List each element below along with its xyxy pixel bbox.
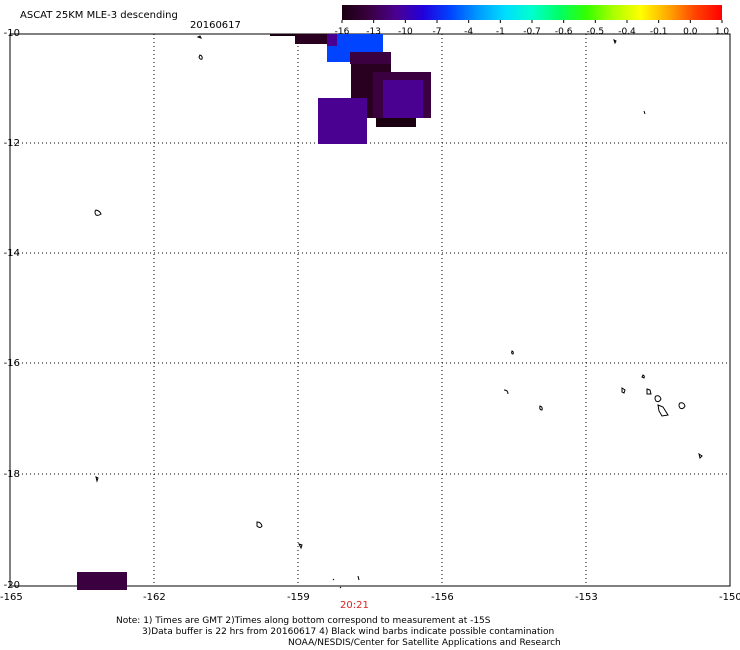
lon-label: -153 (575, 592, 598, 603)
data-cell (270, 34, 295, 36)
colorbar-label: -0.7 (523, 27, 541, 37)
grid-lines (10, 34, 730, 586)
lat-label: -14 (3, 248, 20, 259)
swath-time: 20:21 (340, 600, 369, 611)
map-date: 20160617 (190, 20, 241, 31)
island-outline (613, 39, 617, 45)
island-outline (539, 405, 543, 411)
colorbar-label: 1.0 (714, 27, 730, 37)
data-cell (383, 80, 423, 118)
lon-label: -159 (287, 592, 310, 603)
island-outline (95, 476, 99, 483)
island-outline (678, 402, 686, 410)
colorbar-label: -16 (334, 27, 350, 37)
lat-label: -20 (3, 580, 20, 591)
lat-label: -16 (3, 358, 20, 369)
colorbar-label: -0.5 (586, 27, 605, 37)
note-line-1: Note: 1) Times are GMT 2)Times along bot… (116, 616, 491, 626)
data-cell (77, 572, 127, 590)
island-outline (643, 110, 646, 115)
island-outline (621, 387, 626, 394)
data-cell (318, 98, 367, 144)
lon-label: -162 (143, 592, 166, 603)
island-outline (256, 521, 263, 528)
island-outline (503, 389, 509, 395)
island-outline (698, 452, 703, 459)
note-line-3: NOAA/NESDIS/Center for Satellite Applica… (288, 638, 561, 648)
data-cell (376, 118, 416, 127)
islands (94, 35, 703, 589)
lon-label: -156 (431, 592, 454, 603)
lon-label: -150 (719, 592, 740, 603)
colorbar-label: -0.1 (649, 27, 668, 37)
colorbar-label: -13 (366, 27, 382, 37)
island-outline (511, 350, 514, 355)
island-outline (198, 54, 203, 60)
island-outline (332, 578, 335, 581)
colorbar-label: 0.0 (683, 27, 698, 37)
colorbar-ramp (342, 5, 722, 20)
island-outline (654, 395, 662, 403)
island-outline (657, 404, 669, 417)
lat-label: -10 (3, 28, 20, 39)
data-cell (295, 34, 328, 44)
colorbar (341, 5, 723, 23)
lat-label: -18 (3, 469, 20, 480)
island-outline (94, 209, 102, 216)
island-outline (298, 543, 303, 550)
colorbar-label: -7 (432, 27, 442, 37)
colorbar-label: -0.6 (554, 27, 573, 37)
island-outline (357, 575, 360, 581)
lat-label: -12 (3, 138, 20, 149)
island-outline (339, 586, 342, 589)
island-outline (641, 374, 645, 379)
colorbar-label: -0.4 (618, 27, 636, 37)
colorbar-label: -10 (397, 27, 413, 37)
island-outline (196, 35, 202, 39)
colorbar-label: -4 (464, 27, 474, 37)
lon-label: -165 (0, 592, 23, 603)
data-cell (350, 52, 391, 64)
map-title: ASCAT 25KM MLE-3 descending (20, 10, 178, 21)
colorbar-label: -1 (495, 27, 505, 37)
island-outline (646, 388, 652, 395)
data-cell (327, 34, 337, 46)
note-line-2: 3)Data buffer is 22 hrs from 20160617 4)… (142, 627, 555, 637)
data-cells (77, 34, 431, 590)
